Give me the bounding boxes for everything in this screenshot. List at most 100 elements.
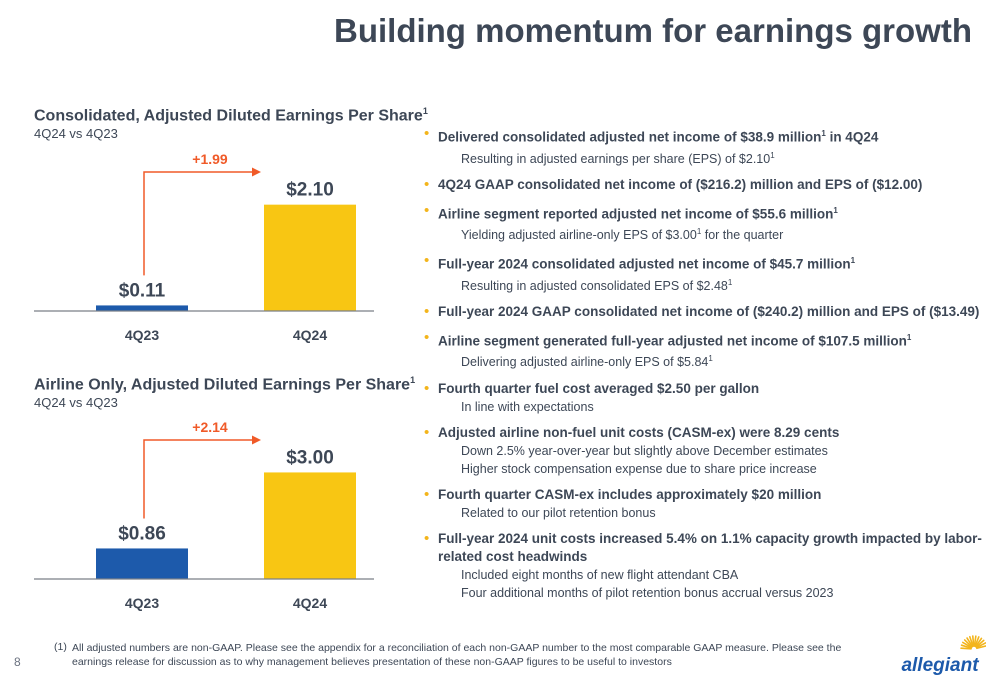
- x-tick-label: 4Q23: [125, 595, 159, 611]
- allegiant-logo: allegiant: [901, 635, 986, 675]
- bullet-dot-icon: •: [424, 175, 430, 193]
- bullet-subpoint: Four additional months of pilot retentio…: [438, 584, 984, 602]
- bullet-item: • Full-year 2024 consolidated adjusted ne…: [424, 252, 984, 295]
- sun-ray: [976, 645, 986, 650]
- bar-value-label: $0.86: [118, 523, 166, 544]
- bullet-heading: 4Q24 GAAP consolidated net income of ($2…: [438, 176, 984, 194]
- chart-consolidated-eps: +1.99 $0.11 4Q23 $2.10 4Q24: [34, 151, 374, 343]
- bullet-subpoint: Down 2.5% year-over-year but slightly ab…: [438, 442, 984, 460]
- text-run: for the quarter: [701, 228, 784, 243]
- bullet-subpoint: Related to our pilot retention bonus: [438, 504, 984, 522]
- bullet-item: • Full-year 2024 GAAP consolidated net in…: [424, 303, 984, 321]
- footnote-marker: 1: [850, 256, 856, 266]
- text-run: Airline segment generated full-year adju…: [438, 333, 907, 349]
- chart-1-header: Consolidated, Adjusted Diluted Earnings …: [34, 106, 428, 141]
- delta-label: +1.99: [192, 151, 228, 167]
- sun-ray: [960, 647, 972, 650]
- text-run: Down 2.5% year-over-year but slightly ab…: [461, 443, 828, 458]
- key-points-list: • Delivered consolidated adjusted net inc…: [424, 125, 984, 610]
- text-run: Four additional months of pilot retentio…: [461, 585, 834, 600]
- bullet-dot-icon: •: [424, 125, 430, 142]
- bullet-item: • Airline segment generated full-year adj…: [424, 329, 984, 372]
- bullet-heading: Full-year 2024 unit costs increased 5.4%…: [438, 530, 984, 566]
- text-run: in 4Q24: [825, 129, 879, 145]
- sun-ray: [975, 642, 986, 649]
- bullet-dot-icon: •: [424, 423, 430, 441]
- bullet-subpoint: In line with expectations: [438, 398, 984, 416]
- text-run: Resulting in adjusted consolidated EPS o…: [461, 278, 728, 293]
- bullet-dot-icon: •: [424, 379, 430, 397]
- sun-ray: [960, 644, 972, 649]
- footnote-marker: 1: [708, 354, 713, 364]
- text-run: Full-year 2024 consolidated adjusted net…: [438, 256, 851, 272]
- bullet-item: • Full-year 2024 unit costs increased 5.4…: [424, 530, 984, 602]
- bullet-dot-icon: •: [424, 252, 430, 270]
- bullet-dot-icon: •: [424, 328, 430, 346]
- bullet-subpoint: Resulting in adjusted consolidated EPS o…: [438, 274, 984, 295]
- bullet-item: • Adjusted airline non-fuel unit costs (C…: [424, 424, 984, 478]
- sun-ray: [968, 635, 974, 647]
- footnote-marker: 1: [696, 227, 702, 237]
- text-run: In line with expectations: [461, 399, 594, 414]
- footnote-marker: 1: [821, 129, 826, 138]
- delta-label: +2.14: [192, 419, 228, 435]
- bar-value-label: $2.10: [286, 180, 334, 201]
- x-tick-label: 4Q24: [293, 595, 327, 611]
- bar-value-label: $0.11: [119, 280, 166, 301]
- bullet-item: • Delivered consolidated adjusted net inc…: [424, 125, 984, 168]
- footnote-marker: 1: [727, 277, 733, 287]
- logo-wordmark: allegiant: [901, 655, 979, 675]
- delta-connector: [143, 171, 252, 276]
- footnote-marker: 1: [770, 150, 775, 160]
- sun-ray: [975, 639, 985, 648]
- bullet-heading: Airline segment reported adjusted net in…: [438, 202, 984, 224]
- bullet-dot-icon: •: [424, 529, 430, 547]
- bullet-item: • Fourth quarter CASM-ex includes approxi…: [424, 486, 984, 522]
- chart-1-subtitle: 4Q24 vs 4Q23: [34, 126, 118, 142]
- bullet-item: • Airline segment reported adjusted net i…: [424, 202, 984, 245]
- text-run: Delivering adjusted airline-only EPS of …: [461, 355, 709, 370]
- bullet-dot-icon: •: [424, 485, 430, 503]
- delta-connector: [143, 439, 252, 519]
- bar-value-label: $3.00: [286, 447, 334, 468]
- text-run: Yielding adjusted airline-only EPS of $3…: [461, 228, 697, 243]
- sun-ray: [966, 637, 974, 648]
- bullet-heading: Adjusted airline non-fuel unit costs (CA…: [438, 424, 984, 442]
- delta-arrowhead: [252, 435, 261, 445]
- sun-ray: [974, 637, 983, 648]
- page-number: 8: [14, 655, 21, 669]
- text-run: Adjusted airline non-fuel unit costs (CA…: [438, 424, 840, 440]
- bullet-heading: Airline segment generated full-year adju…: [438, 329, 984, 351]
- bullet-heading: Full-year 2024 GAAP consolidated net inc…: [438, 303, 984, 321]
- text-run: Fourth quarter CASM-ex includes approxim…: [438, 486, 822, 502]
- bullet-item: • Fourth quarter fuel cost averaged $2.50…: [424, 380, 984, 416]
- bullet-item: • 4Q24 GAAP consolidated net income of ($…: [424, 176, 984, 194]
- sun-ray: [962, 641, 973, 649]
- bullet-subpoint: Delivering adjusted airline-only EPS of …: [438, 350, 984, 371]
- chart-2-header: Airline Only, Adjusted Diluted Earnings …: [34, 375, 415, 410]
- delta-arrowhead: [252, 167, 261, 177]
- bullet-heading: Delivered consolidated adjusted net inco…: [438, 125, 984, 147]
- bar-4q23: [96, 548, 188, 579]
- footnote-number: (1): [54, 641, 67, 653]
- text-run: Airline segment reported adjusted net in…: [438, 206, 834, 222]
- footnote-text: All adjusted numbers are non-GAAP. Pleas…: [72, 642, 842, 668]
- text-run: Related to our pilot retention bonus: [461, 505, 656, 520]
- chart-1-title: Consolidated, Adjusted Diluted Earnings …: [34, 106, 428, 125]
- text-run: Included eight months of new flight atte…: [461, 567, 739, 582]
- bullet-heading: Full-year 2024 consolidated adjusted net…: [438, 252, 984, 274]
- bar-4q24: [264, 204, 356, 311]
- footnote-marker: 1: [906, 332, 912, 342]
- text-run: Resulting in adjusted earnings per share…: [461, 151, 771, 166]
- text-run: Higher stock compensation expense due to…: [461, 461, 817, 476]
- x-tick-label: 4Q23: [125, 327, 159, 343]
- bullet-dot-icon: •: [424, 201, 430, 219]
- chart-2-subtitle: 4Q24 vs 4Q23: [34, 395, 118, 411]
- text-run: Full-year 2024 unit costs increased 5.4%…: [438, 530, 982, 564]
- bullet-subpoint: Included eight months of new flight atte…: [438, 566, 984, 584]
- x-tick-label: 4Q24: [293, 327, 327, 343]
- bullet-dot-icon: •: [424, 302, 430, 320]
- sun-ray: [971, 635, 975, 647]
- bullet-heading: Fourth quarter fuel cost averaged $2.50 …: [438, 380, 984, 398]
- sun-ray: [963, 639, 973, 648]
